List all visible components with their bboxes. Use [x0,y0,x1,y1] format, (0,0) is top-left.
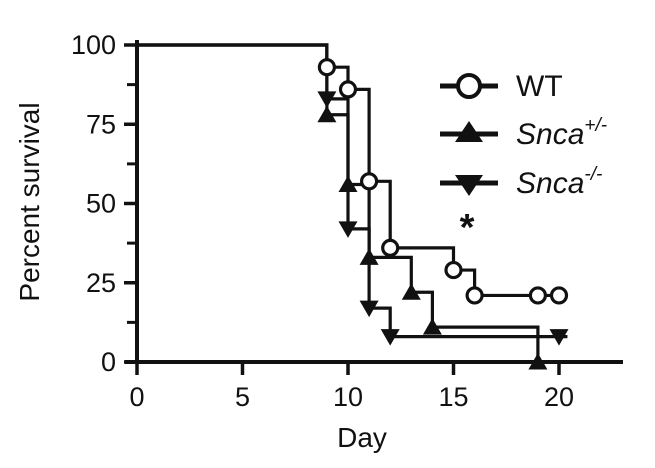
y-tick-label: 50 [86,189,116,219]
y-tick-label: 100 [71,30,116,60]
legend-item-snca-het: Snca+/- [438,114,607,154]
snca-het-data-marker [528,353,548,370]
wt-data-marker [381,238,400,257]
snca-ko-data-marker [549,329,569,346]
wt-data-marker [465,286,484,305]
filled-triangle-up-marker-icon [440,121,498,142]
legend-item-wt: WT [438,66,563,106]
open-circle-marker-icon [440,73,498,99]
snca-het-data-marker [422,318,442,335]
legend-label-wt: WT [516,70,563,103]
snca-het-data-marker [401,283,421,300]
wt-data-marker [549,286,569,305]
x-tick-label: 15 [438,382,468,412]
x-tick-label: 10 [333,382,363,412]
snca-het-data-marker [338,175,358,192]
y-axis-label: Percent survival [14,102,45,302]
wt-data-marker [444,260,463,280]
filled-triangle-down-marker-icon [440,175,498,196]
y-tick-label: 75 [86,109,116,139]
x-tick-label: 20 [544,382,574,412]
y-tick-label: 25 [86,268,116,298]
snca-ko-data-marker [338,221,358,238]
x-tick-label: 0 [129,382,144,412]
snca-ko-data-marker [359,300,379,318]
legend-label-snca-het: Snca+/- [516,115,608,151]
wt-data-marker [528,286,548,305]
snca-ko-data-marker [317,91,337,108]
legend-item-snca-ko: Snca-/- [438,163,602,203]
wt-data-marker [360,172,379,191]
x-tick-label: 5 [235,382,250,412]
wt-data-marker [317,58,336,77]
wt-data-marker [338,80,358,99]
snca-ko-data-marker [380,329,400,346]
significance-asterisk: * [459,207,475,249]
snca-het-data-marker [359,248,379,265]
legend-label-snca-ko: Snca-/- [516,164,603,200]
y-tick-label: 0 [101,347,116,377]
snca-het-data-marker [317,105,337,123]
x-axis-label: Day [337,422,387,453]
